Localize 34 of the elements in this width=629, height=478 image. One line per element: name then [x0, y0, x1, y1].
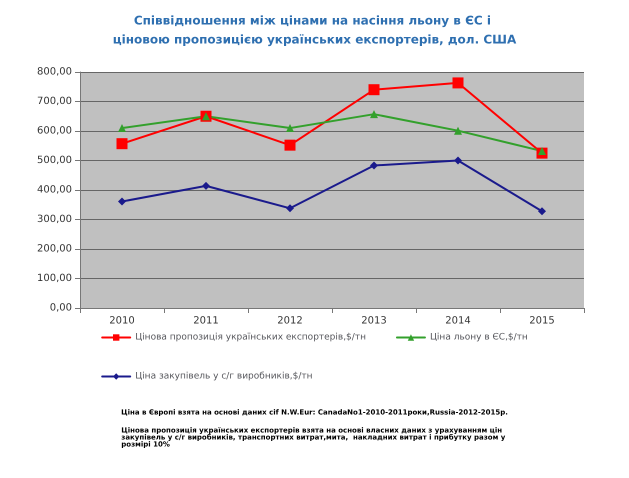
point — [116, 138, 128, 150]
y-tick-label: 100,00 — [37, 273, 72, 284]
x-tick-label: 2014 — [445, 316, 471, 326]
point — [454, 126, 462, 135]
point — [286, 204, 294, 212]
point — [118, 124, 126, 132]
point — [286, 124, 294, 132]
point — [452, 77, 464, 88]
legend-label: Цінова пропозиція українських експортерів,$/тн — [135, 332, 366, 342]
point — [368, 84, 380, 96]
point — [538, 147, 546, 156]
point — [284, 140, 296, 151]
y-tick-label: 400,00 — [37, 184, 72, 196]
point — [202, 182, 210, 190]
x-tick-label: 2010 — [109, 316, 135, 326]
point — [370, 110, 378, 118]
y-tick-label: 500,00 — [37, 155, 72, 166]
y-tick-label: 800,00 — [37, 66, 72, 78]
y-tick-label: 700,00 — [37, 96, 72, 107]
x-tick-label: 2012 — [277, 316, 303, 326]
point — [454, 156, 462, 164]
point — [538, 207, 546, 216]
y-tick-label: 300,00 — [37, 214, 72, 225]
x-tick-label: 2011 — [193, 316, 219, 326]
x-tick-label: 2013 — [361, 316, 387, 326]
point — [118, 198, 126, 206]
y-tick-label: 600,00 — [37, 126, 72, 136]
legend-label: Ціна льону в ЄС,$/тн — [430, 332, 528, 342]
chart-title: Співвідношення між цінами на насіння льону в ЄС і ціновою пропозицією українських експортерів, дол. США — [112, 14, 517, 46]
y-tick-label: 0,00 — [50, 302, 72, 314]
point — [370, 162, 378, 170]
legend-label: Ціна закупівель у с/г виробників,$/тн — [135, 372, 313, 382]
x-tick-label: 2015 — [529, 316, 555, 326]
y-tick-label: 200,00 — [37, 244, 72, 254]
